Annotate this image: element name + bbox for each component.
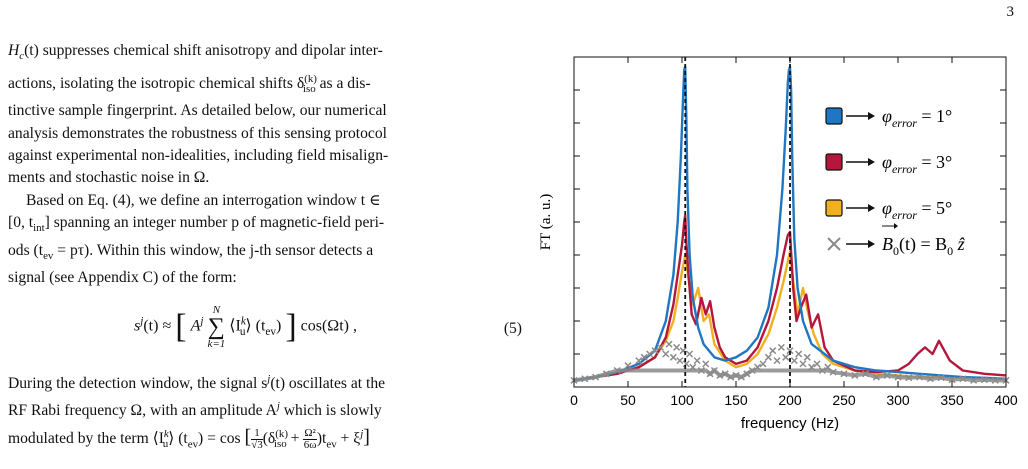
legend-entry-3: φerror = 5°	[825, 198, 952, 222]
legend-label-2: φerror = 3°	[882, 152, 952, 176]
series-line-2	[573, 214, 1007, 382]
x-tick-label: 300	[886, 392, 910, 408]
cross-marker	[799, 360, 807, 368]
x-tick-label: 50	[620, 392, 636, 408]
paragraph-1: Hc(t) suppresses chemical shift anisotro…	[8, 42, 389, 187]
legend-label-1: φerror = 1°	[882, 106, 952, 130]
cross-marker	[656, 343, 664, 351]
axis-ticks	[573, 56, 1007, 388]
legend-entry-4: B0(t) = B0 ẑ	[827, 223, 966, 258]
cross-marker	[773, 357, 781, 365]
legend-label-4: B0(t) = B0 ẑ	[882, 234, 966, 258]
cross-marker	[635, 357, 643, 365]
cross-marker	[686, 350, 694, 358]
legend: φerror = 1° φerror = 3° φerror = 5° B0(t…	[825, 106, 966, 258]
cross-marker	[682, 360, 690, 368]
legend-entry-1: φerror = 1°	[825, 106, 952, 130]
x-tick-label: 100	[670, 392, 694, 408]
page-number: 3	[1006, 4, 1015, 20]
cross-marker	[673, 343, 681, 351]
cross-marker	[665, 340, 673, 348]
cross-marker	[777, 343, 785, 351]
cross-marker	[702, 360, 710, 368]
cross-marker	[803, 353, 811, 361]
equation-5: sj(t) ≈ [ Aj N ∑ k=1 ⟨Iku⟩ (tev) ] cos(Ω…	[8, 292, 522, 368]
plot-lines	[570, 57, 1010, 387]
equation-number: (5)	[503, 319, 522, 337]
legend-swatch-blue	[825, 107, 843, 125]
figure-ft-spectrum: 0 50 100 150 200 250 300 350 400 frequency (Hz) …	[530, 40, 1028, 469]
x-axis-label: frequency (Hz)	[741, 415, 839, 432]
y-axis-label: FT (a. u.)	[538, 194, 554, 250]
legend-swatch-yellow	[825, 199, 843, 217]
paragraph-3: During the detection window, the signal …	[8, 372, 386, 451]
cross-marker	[676, 357, 684, 365]
cross-marker	[790, 357, 798, 365]
legend-label-3: φerror = 5°	[882, 198, 952, 222]
cross-marker	[813, 360, 821, 368]
cross-marker	[782, 353, 790, 361]
cross-marker	[646, 350, 654, 358]
equation-body: sj(t) ≈ [ Aj N ∑ k=1 ⟨Iku⟩ (tev) ] cos(Ω…	[134, 303, 357, 350]
x-tick-label: 150	[724, 392, 748, 408]
x-tick-label: 350	[940, 392, 964, 408]
cross-marker	[795, 350, 803, 358]
cross-marker	[786, 347, 794, 355]
cross-marker	[769, 347, 777, 355]
cross-marker	[693, 357, 701, 365]
x-tick-label: 200	[778, 392, 802, 408]
cross-marker	[651, 347, 659, 355]
paragraph-2: Based on Eq. (4), we define an interroga…	[8, 191, 385, 287]
legend-swatch-red	[825, 153, 843, 171]
text-column: Hc(t) suppresses chemical shift anisotro…	[8, 40, 522, 456]
cross-marker	[662, 350, 670, 358]
x-tick-labels: 0 50 100 150 200 250 300 350 400	[570, 392, 1018, 408]
legend-entry-2: φerror = 3°	[825, 152, 952, 176]
series-line-1	[573, 65, 1007, 382]
x-tick-label: 0	[570, 392, 578, 408]
ft-spectrum-chart: 0 50 100 150 200 250 300 350 400 frequency (Hz) …	[538, 56, 1018, 432]
cross-marker	[669, 353, 677, 361]
cross-marker	[759, 360, 767, 368]
cross-marker	[764, 353, 772, 361]
x-tick-label: 250	[832, 392, 856, 408]
x-tick-label: 400	[994, 392, 1018, 408]
legend-cross-marker	[827, 237, 841, 251]
cross-marker	[640, 353, 648, 361]
series-line-4	[573, 367, 1006, 383]
cross-marker	[624, 362, 632, 370]
